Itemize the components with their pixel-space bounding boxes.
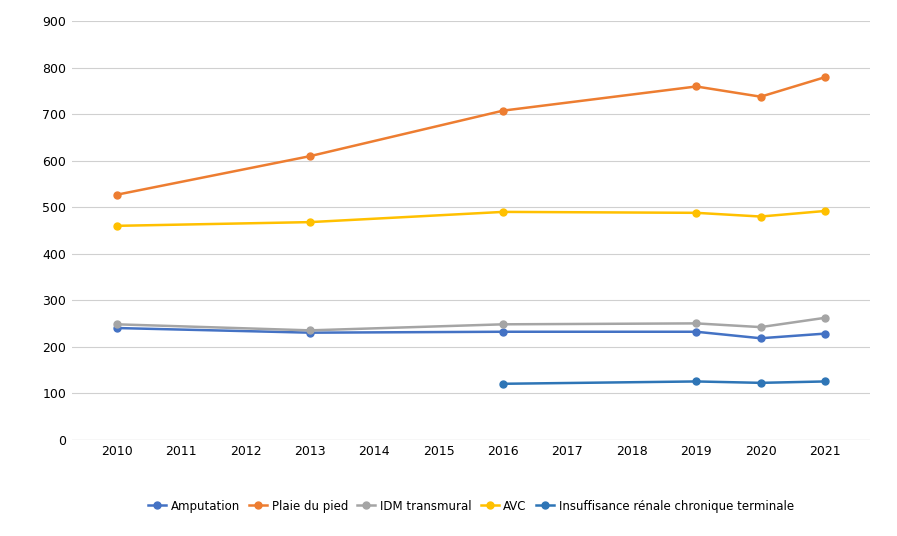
Legend: Amputation, Plaie du pied, IDM transmural, AVC, Insuffisance rénale chronique te: Amputation, Plaie du pied, IDM transmura… xyxy=(148,500,794,513)
Line: Amputation: Amputation xyxy=(113,325,829,342)
AVC xyxy=(691,210,701,216)
Insuffisance rénale chronique terminale xyxy=(820,378,831,385)
Amputation xyxy=(755,335,766,341)
Plaie du pied xyxy=(820,74,831,80)
AVC xyxy=(111,222,122,229)
Plaie du pied xyxy=(111,191,122,198)
AVC xyxy=(755,213,766,220)
Insuffisance rénale chronique terminale xyxy=(755,379,766,386)
IDM transmural xyxy=(820,315,831,321)
IDM transmural xyxy=(498,321,509,327)
AVC xyxy=(820,208,831,214)
Plaie du pied xyxy=(691,83,701,90)
AVC xyxy=(498,209,509,215)
Line: Plaie du pied: Plaie du pied xyxy=(113,74,829,198)
Amputation xyxy=(820,330,831,337)
Line: Insuffisance rénale chronique terminale: Insuffisance rénale chronique terminale xyxy=(500,378,829,387)
AVC xyxy=(305,219,316,225)
Insuffisance rénale chronique terminale xyxy=(691,378,701,385)
Line: IDM transmural: IDM transmural xyxy=(113,314,829,334)
Line: AVC: AVC xyxy=(113,207,829,229)
Amputation xyxy=(691,329,701,335)
Amputation xyxy=(305,330,316,336)
Plaie du pied xyxy=(755,93,766,100)
Plaie du pied xyxy=(498,107,509,114)
IDM transmural xyxy=(111,321,122,327)
IDM transmural xyxy=(691,320,701,326)
Amputation xyxy=(498,329,509,335)
Amputation xyxy=(111,325,122,331)
Insuffisance rénale chronique terminale xyxy=(498,381,509,387)
IDM transmural xyxy=(755,324,766,330)
IDM transmural xyxy=(305,327,316,333)
Plaie du pied xyxy=(305,153,316,159)
